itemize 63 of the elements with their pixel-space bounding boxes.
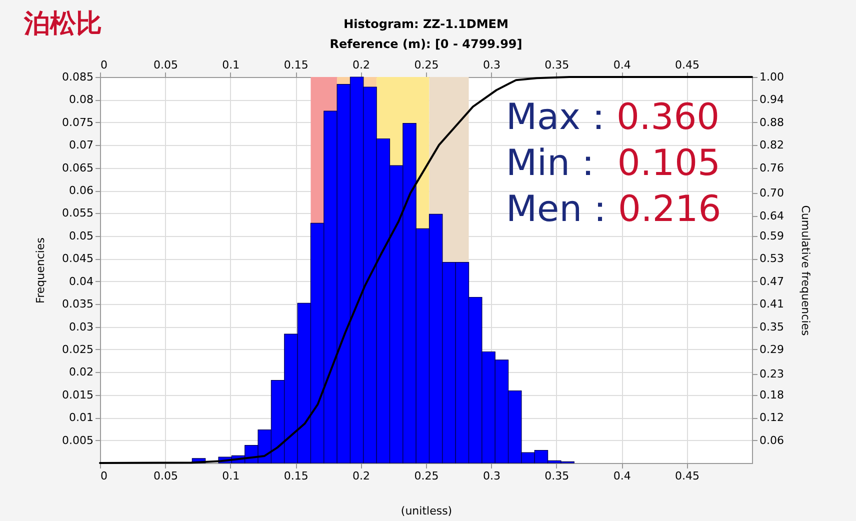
y-tick-label: 0.035: [62, 298, 94, 311]
y-axis-title: Frequencies: [34, 237, 48, 304]
y-tick-label: 0.02: [69, 366, 94, 379]
annotation: Min： 0.105: [506, 143, 720, 184]
y2-tick-label: 0.94: [760, 93, 784, 106]
y-tick-label: 0.07: [69, 138, 94, 152]
x2-tick-label: 0.1: [222, 470, 240, 482]
y2-tick-label: 0.47: [760, 274, 784, 288]
x-tick-label: 0.2: [352, 58, 370, 72]
x2-tick-label: 0.2: [352, 470, 370, 482]
y-tick-label: 0.055: [62, 206, 94, 220]
x2-tick-label: 0.35: [544, 470, 570, 482]
x2-tick-label: 0: [100, 470, 108, 482]
y-tick-label: 0.075: [62, 116, 94, 129]
x-tick-label: 0.3: [482, 58, 500, 72]
y2-tick-label: 0.82: [760, 138, 784, 152]
x-axis-title: (unitless): [400, 504, 452, 518]
y-tick-label: 0.04: [69, 274, 94, 288]
y-tick-label: 0.05: [69, 229, 94, 242]
y2-tick-label: 0.35: [760, 320, 784, 334]
x-tick-label: 0.35: [544, 58, 570, 72]
x2-tick-label: 0.15: [284, 470, 308, 482]
y-tick-label: 0.03: [69, 320, 94, 334]
y-tick-label: 0.005: [62, 434, 94, 447]
x-tick-label: 0.45: [675, 58, 700, 72]
y2-tick-label: 0.06: [760, 434, 784, 447]
y-tick-label: 0.06: [69, 184, 94, 198]
chart-subtitle: Reference (m): [0 - 4799.99]: [330, 37, 522, 51]
y2-tick-label: 0.23: [760, 368, 784, 381]
x2-tick-label: 0.45: [675, 470, 700, 482]
y2-tick-label: 0.18: [760, 388, 784, 402]
annotation: Max：0.360: [506, 97, 720, 138]
y2-tick-label: 0.64: [760, 209, 784, 222]
x-tick-label: 0.15: [284, 58, 308, 72]
x-tick-label: 0.25: [414, 58, 439, 72]
y-tick-label: 0.085: [62, 70, 94, 84]
y2-tick-label: 0.59: [760, 229, 784, 242]
y-tick-label: 0.08: [69, 93, 94, 106]
annotation: Men：0.216: [506, 189, 722, 230]
x-tick-label: 0.05: [153, 58, 178, 72]
y2-axis-title: Cumulative frequencies: [798, 205, 812, 336]
x-tick-label: 0.1: [222, 58, 240, 72]
y2-tick-label: 1.00: [760, 70, 784, 84]
x2-tick-label: 0.25: [414, 470, 439, 482]
x-tick-label: 0: [100, 58, 108, 72]
y-tick-label: 0.025: [62, 342, 94, 356]
y2-tick-label: 0.53: [760, 252, 784, 266]
x2-tick-label: 0.3: [482, 470, 500, 482]
y2-tick-label: 0.70: [760, 186, 784, 200]
y-tick-label: 0.015: [62, 388, 94, 402]
y2-tick-label: 0.41: [760, 298, 784, 311]
y2-tick-label: 0.76: [760, 161, 784, 174]
text: 泊松比: [24, 8, 102, 41]
x2-tick-label: 0.05: [153, 470, 178, 482]
y2-tick-label: 0.29: [760, 342, 784, 356]
chart-title: Histogram: ZZ-1.1DMEM: [344, 17, 508, 31]
y2-tick-label: 0.88: [760, 116, 784, 129]
x2-tick-label: 0.4: [613, 470, 631, 482]
x-tick-label: 0.4: [613, 58, 631, 72]
y-tick-label: 0.01: [69, 411, 94, 424]
y-tick-label: 0.065: [62, 161, 94, 174]
y2-tick-label: 0.12: [760, 411, 784, 424]
y-tick-label: 0.045: [62, 252, 94, 266]
